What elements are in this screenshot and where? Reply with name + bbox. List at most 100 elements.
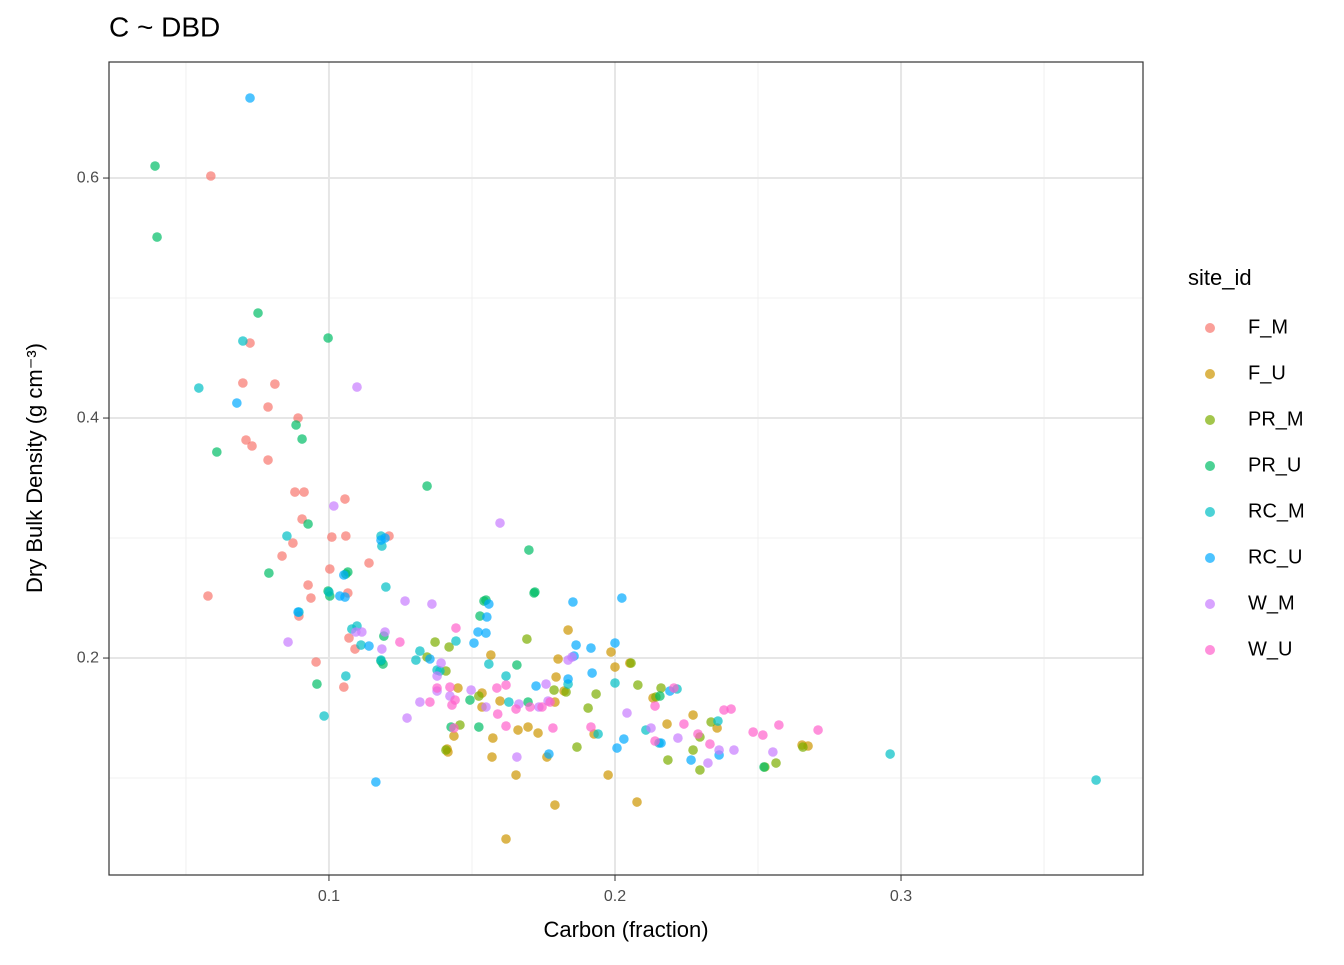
point [415,646,425,656]
point [430,637,440,647]
point [673,733,683,743]
point [297,434,307,444]
point [771,758,781,768]
point [511,770,521,780]
point [241,435,251,445]
point [656,683,666,693]
point [622,708,632,718]
point [152,232,162,242]
point [425,697,435,707]
point [364,558,374,568]
point [541,679,551,689]
point [612,743,622,753]
point [551,672,561,682]
panel-border [108,61,1144,876]
point [339,682,349,692]
point [523,722,533,732]
point [571,640,581,650]
point [364,641,374,651]
point [449,731,459,741]
point [293,607,303,617]
point [703,758,713,768]
point [450,695,460,705]
point [352,382,362,392]
point [688,710,698,720]
point [376,655,386,665]
point [453,683,463,693]
legend-marker [1205,507,1215,517]
point [650,736,660,746]
point [484,599,494,609]
point [617,593,627,603]
point [504,697,514,707]
point [451,636,461,646]
point [340,494,350,504]
point [511,704,521,714]
legend-label: W_M [1248,592,1295,614]
point [481,628,491,638]
point [544,749,554,759]
point [422,481,432,491]
point [488,733,498,743]
point [553,654,563,664]
point [512,660,522,670]
point [473,627,483,637]
point [748,727,758,737]
legend-marker [1205,553,1215,563]
point [586,722,596,732]
point [335,591,345,601]
chart-title: C ~ DBD [109,11,220,42]
point [377,644,387,654]
legend-label: PR_U [1248,454,1301,476]
point [356,640,366,650]
point [798,742,808,752]
point [381,582,391,592]
point [282,531,292,541]
point [150,161,160,171]
point [319,711,329,721]
point [290,487,300,497]
point [492,683,502,693]
point [632,797,642,807]
legend-label: RC_U [1248,546,1302,568]
point [380,627,390,637]
x-tick-label: 0.3 [890,888,912,905]
point [427,599,437,609]
legend-label: PR_M [1248,408,1304,430]
point [469,638,479,648]
point [655,691,665,701]
point [415,697,425,707]
point [253,308,263,318]
point [719,705,729,715]
point [606,647,616,657]
point [327,532,337,542]
point [238,336,248,346]
point [501,671,511,681]
point [586,643,596,653]
point [591,689,601,699]
point [495,518,505,528]
point [713,716,723,726]
point [299,487,309,497]
point [482,612,492,622]
point [501,721,511,731]
point [633,680,643,690]
point [650,701,660,711]
point [813,725,823,735]
point [425,654,435,664]
point [567,652,577,662]
point [583,703,593,713]
point [264,568,274,578]
point [303,519,313,529]
x-axis-title: Carbon (fraction) [543,917,708,942]
y-tick-label: 0.2 [77,649,99,666]
point [444,642,454,652]
point [530,587,540,597]
point [283,637,293,647]
point [626,658,636,668]
point [303,580,313,590]
point [395,637,405,647]
point [432,671,442,681]
point [238,378,248,388]
point [341,671,351,681]
